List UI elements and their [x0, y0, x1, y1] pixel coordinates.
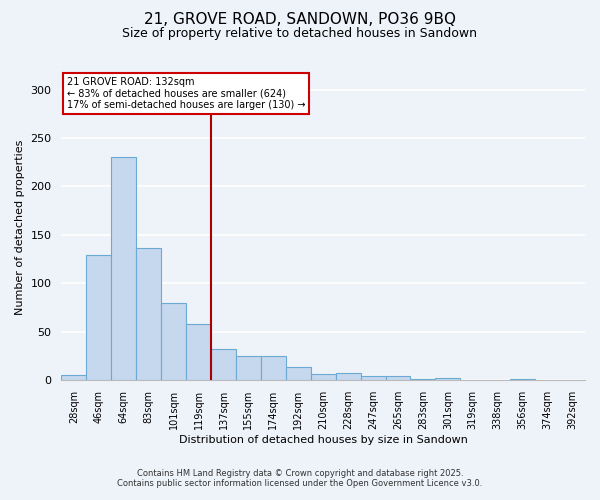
Bar — [436, 378, 460, 380]
Text: Size of property relative to detached houses in Sandown: Size of property relative to detached ho… — [122, 28, 478, 40]
Bar — [211, 350, 236, 380]
Bar — [286, 367, 311, 380]
Bar — [311, 374, 335, 380]
Text: 21 GROVE ROAD: 132sqm
← 83% of detached houses are smaller (624)
17% of semi-det: 21 GROVE ROAD: 132sqm ← 83% of detached … — [67, 76, 305, 110]
Bar — [111, 158, 136, 380]
Bar — [236, 356, 261, 380]
Bar — [261, 356, 286, 380]
Y-axis label: Number of detached properties: Number of detached properties — [15, 140, 25, 316]
Bar — [186, 324, 211, 380]
Text: Contains HM Land Registry data © Crown copyright and database right 2025.: Contains HM Land Registry data © Crown c… — [137, 468, 463, 477]
Bar — [61, 374, 86, 380]
Bar — [136, 248, 161, 380]
Bar — [86, 256, 111, 380]
Text: 21, GROVE ROAD, SANDOWN, PO36 9BQ: 21, GROVE ROAD, SANDOWN, PO36 9BQ — [144, 12, 456, 28]
Bar — [386, 376, 410, 380]
Bar — [161, 303, 186, 380]
Bar — [361, 376, 386, 380]
Bar — [335, 372, 361, 380]
Text: Contains public sector information licensed under the Open Government Licence v3: Contains public sector information licen… — [118, 478, 482, 488]
X-axis label: Distribution of detached houses by size in Sandown: Distribution of detached houses by size … — [179, 435, 467, 445]
